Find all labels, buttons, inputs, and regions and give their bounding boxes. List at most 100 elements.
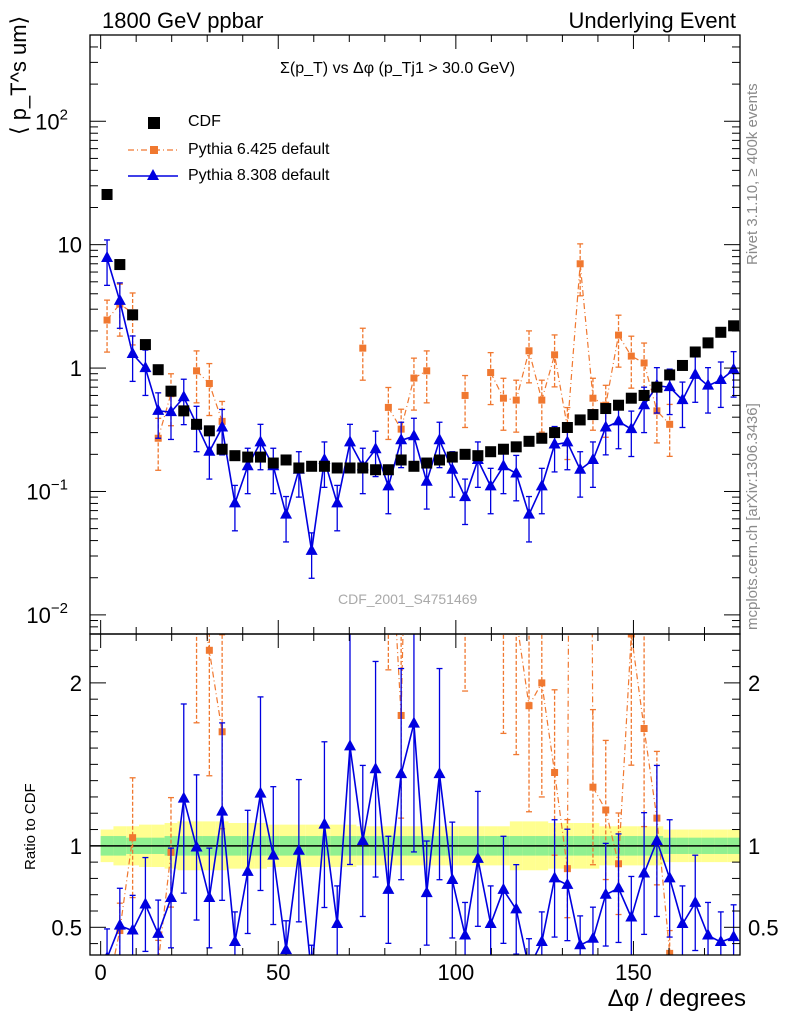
cdf-point [600, 403, 612, 415]
pythia8-ratio-point [190, 840, 203, 852]
pythia8-point [702, 378, 715, 390]
pythia8-ratio-point [676, 917, 689, 929]
pythia8-point [535, 479, 548, 491]
cdf-point [306, 460, 318, 472]
pythia8-point [164, 405, 177, 417]
cdf-point [638, 389, 650, 401]
pythia6-ratio-point [666, 949, 674, 955]
pythia8-point [101, 250, 114, 262]
y-axis-label-ratio: Ratio to CDF [22, 783, 39, 870]
pythia8-point [280, 507, 293, 519]
pythia8-point [382, 479, 395, 491]
cdf-point [101, 188, 113, 200]
cdf-point [523, 435, 535, 447]
ratio-y-tick-label-right: 1 [748, 834, 760, 859]
pythia6-point [640, 359, 648, 367]
pythia8-ratio-point [344, 739, 356, 751]
cdf-point [318, 460, 330, 472]
pythia8-point [228, 496, 241, 508]
pythia8-ratio-line [107, 723, 734, 955]
cdf-point [344, 462, 356, 474]
pythia8-ratio-point [548, 871, 561, 883]
cdf-point [203, 425, 215, 437]
pythia8-point [497, 459, 510, 471]
cdf-point [139, 339, 151, 351]
pythia8-point [689, 367, 702, 379]
y-tick-label: 10−1 [26, 476, 68, 504]
pythia6-ratio-point [500, 582, 507, 589]
pythia6-point [410, 374, 418, 382]
pythia8-ratio-point [254, 786, 267, 798]
pythia8-ratio-point [407, 716, 420, 728]
x-tick-label: 50 [266, 960, 290, 985]
pythia8-ratio-point [459, 928, 472, 940]
pythia8-point [152, 403, 165, 415]
y-tick-label: 10−2 [26, 600, 68, 628]
pythia8-point [344, 435, 356, 447]
pythia6-ratio-point [193, 565, 200, 572]
legend-marker-cdf [148, 117, 160, 129]
pythia8-ratio-point [433, 767, 446, 779]
pythia8-point [599, 420, 612, 432]
cdf-point [152, 364, 164, 376]
legend-marker-pythia6 [150, 146, 158, 154]
pythia8-point [305, 543, 318, 555]
cdf-point [574, 414, 586, 426]
cdf-point [280, 454, 292, 466]
ratio-y-tick-label: 1 [70, 834, 82, 859]
x-tick-label: 0 [95, 960, 107, 985]
pythia8-line [106, 257, 735, 552]
pythia8-point [216, 420, 229, 432]
cdf-point [497, 443, 509, 455]
pythia6-point [384, 403, 392, 411]
pythia8-ratio-point [638, 866, 651, 878]
cdf-point [472, 450, 484, 462]
pythia6-point [359, 344, 367, 352]
analysis-watermark: CDF_2001_S4751469 [338, 591, 478, 607]
pythia8-ratio-point [574, 938, 587, 950]
pythia8-ratio-point [267, 848, 280, 860]
pythia6-point [538, 396, 546, 404]
pythia8-point [574, 462, 587, 474]
pythia8-ratio-point [382, 882, 395, 894]
pythia8-ratio-point [650, 833, 663, 845]
pythia8-ratio-point [612, 881, 625, 893]
ratio-y-tick-label: 2 [70, 671, 82, 696]
cdf-point [446, 451, 458, 463]
legend-label-cdf: CDF [188, 113, 221, 130]
pythia8-ratio-point [241, 864, 254, 876]
cdf-point [229, 450, 241, 462]
cdf-point [267, 457, 279, 469]
plot-subtitle: Σ(p_T) vs Δφ (p_Tj1 > 30.0 GeV) [280, 60, 516, 77]
pythia8-point [561, 435, 574, 447]
pythia6-ratio-point [538, 679, 546, 687]
pythia8-ratio-point [292, 843, 305, 855]
pythia6-ratio-point [602, 806, 610, 814]
pythia6-point [666, 420, 674, 428]
pythia8-point [241, 459, 254, 471]
pythia8-ratio-point [139, 897, 152, 909]
cdf-point [459, 448, 471, 460]
x-axis-label: Δφ / degrees [607, 985, 746, 1012]
ratio-y-tick-label-right: 0.5 [748, 915, 779, 940]
pythia6-point [193, 367, 201, 375]
pythia6-ratio-point [410, 158, 417, 165]
cdf-point [370, 464, 382, 476]
cdf-point [408, 460, 420, 472]
header-left: 1800 GeV ppbar [102, 8, 264, 33]
pythia6-ratio-point [104, 989, 111, 996]
cdf-point [293, 462, 305, 474]
y-tick-exponent: −2 [51, 600, 68, 617]
cdf-point [331, 462, 343, 474]
pythia6-point [205, 379, 213, 387]
cdf-point [689, 346, 701, 358]
pythia8-point [331, 496, 344, 508]
pythia8-ratio-point [663, 871, 676, 883]
pythia8-point [126, 347, 139, 359]
pythia8-point [586, 452, 599, 464]
pythia8-point [625, 422, 638, 434]
pythia6-ratio-point [129, 834, 137, 842]
y-tick-label: 1 [70, 356, 82, 381]
cdf-point [728, 320, 740, 332]
legend-label-pythia6: Pythia 6.425 default [188, 141, 330, 158]
